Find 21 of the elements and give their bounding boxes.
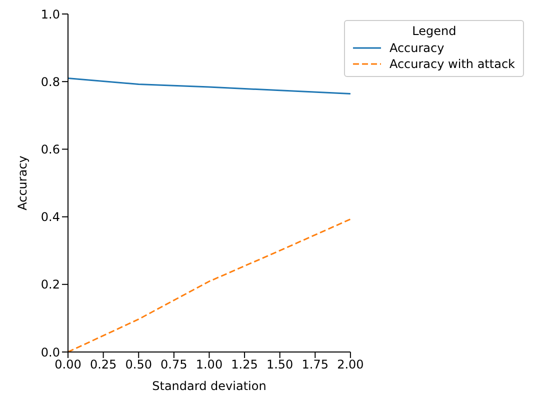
- x-tick-label: 1.00: [196, 358, 223, 372]
- y-tick-label: 0.0: [40, 345, 60, 360]
- x-axis-title: Standard deviation: [152, 379, 266, 393]
- x-tick-label: 0.00: [54, 358, 82, 372]
- x-tick-label: 0.25: [90, 358, 117, 372]
- legend-label: Accuracy with attack: [389, 57, 515, 71]
- y-axis-title: Accuracy: [15, 156, 30, 210]
- x-tick-label: 2.00: [337, 358, 364, 372]
- y-tick-label: 0.2: [40, 278, 60, 292]
- x-tick-label: 1.50: [266, 358, 294, 372]
- line-series: [68, 77, 350, 95]
- y-tick-label: 0.4: [40, 210, 60, 224]
- x-tick-label: 1.75: [302, 358, 329, 372]
- y-tick-label: 0.8: [40, 74, 60, 89]
- y-tick-label: 0.6: [40, 142, 60, 156]
- x-tick-label: 0.50: [125, 358, 152, 372]
- x-tick-label: 0.75: [160, 358, 188, 372]
- x-tick-label: 1.25: [231, 358, 258, 372]
- legend-label: Accuracy: [389, 41, 444, 55]
- y-tick-label: 1.0: [40, 7, 60, 22]
- legend-title: Legend: [411, 24, 458, 38]
